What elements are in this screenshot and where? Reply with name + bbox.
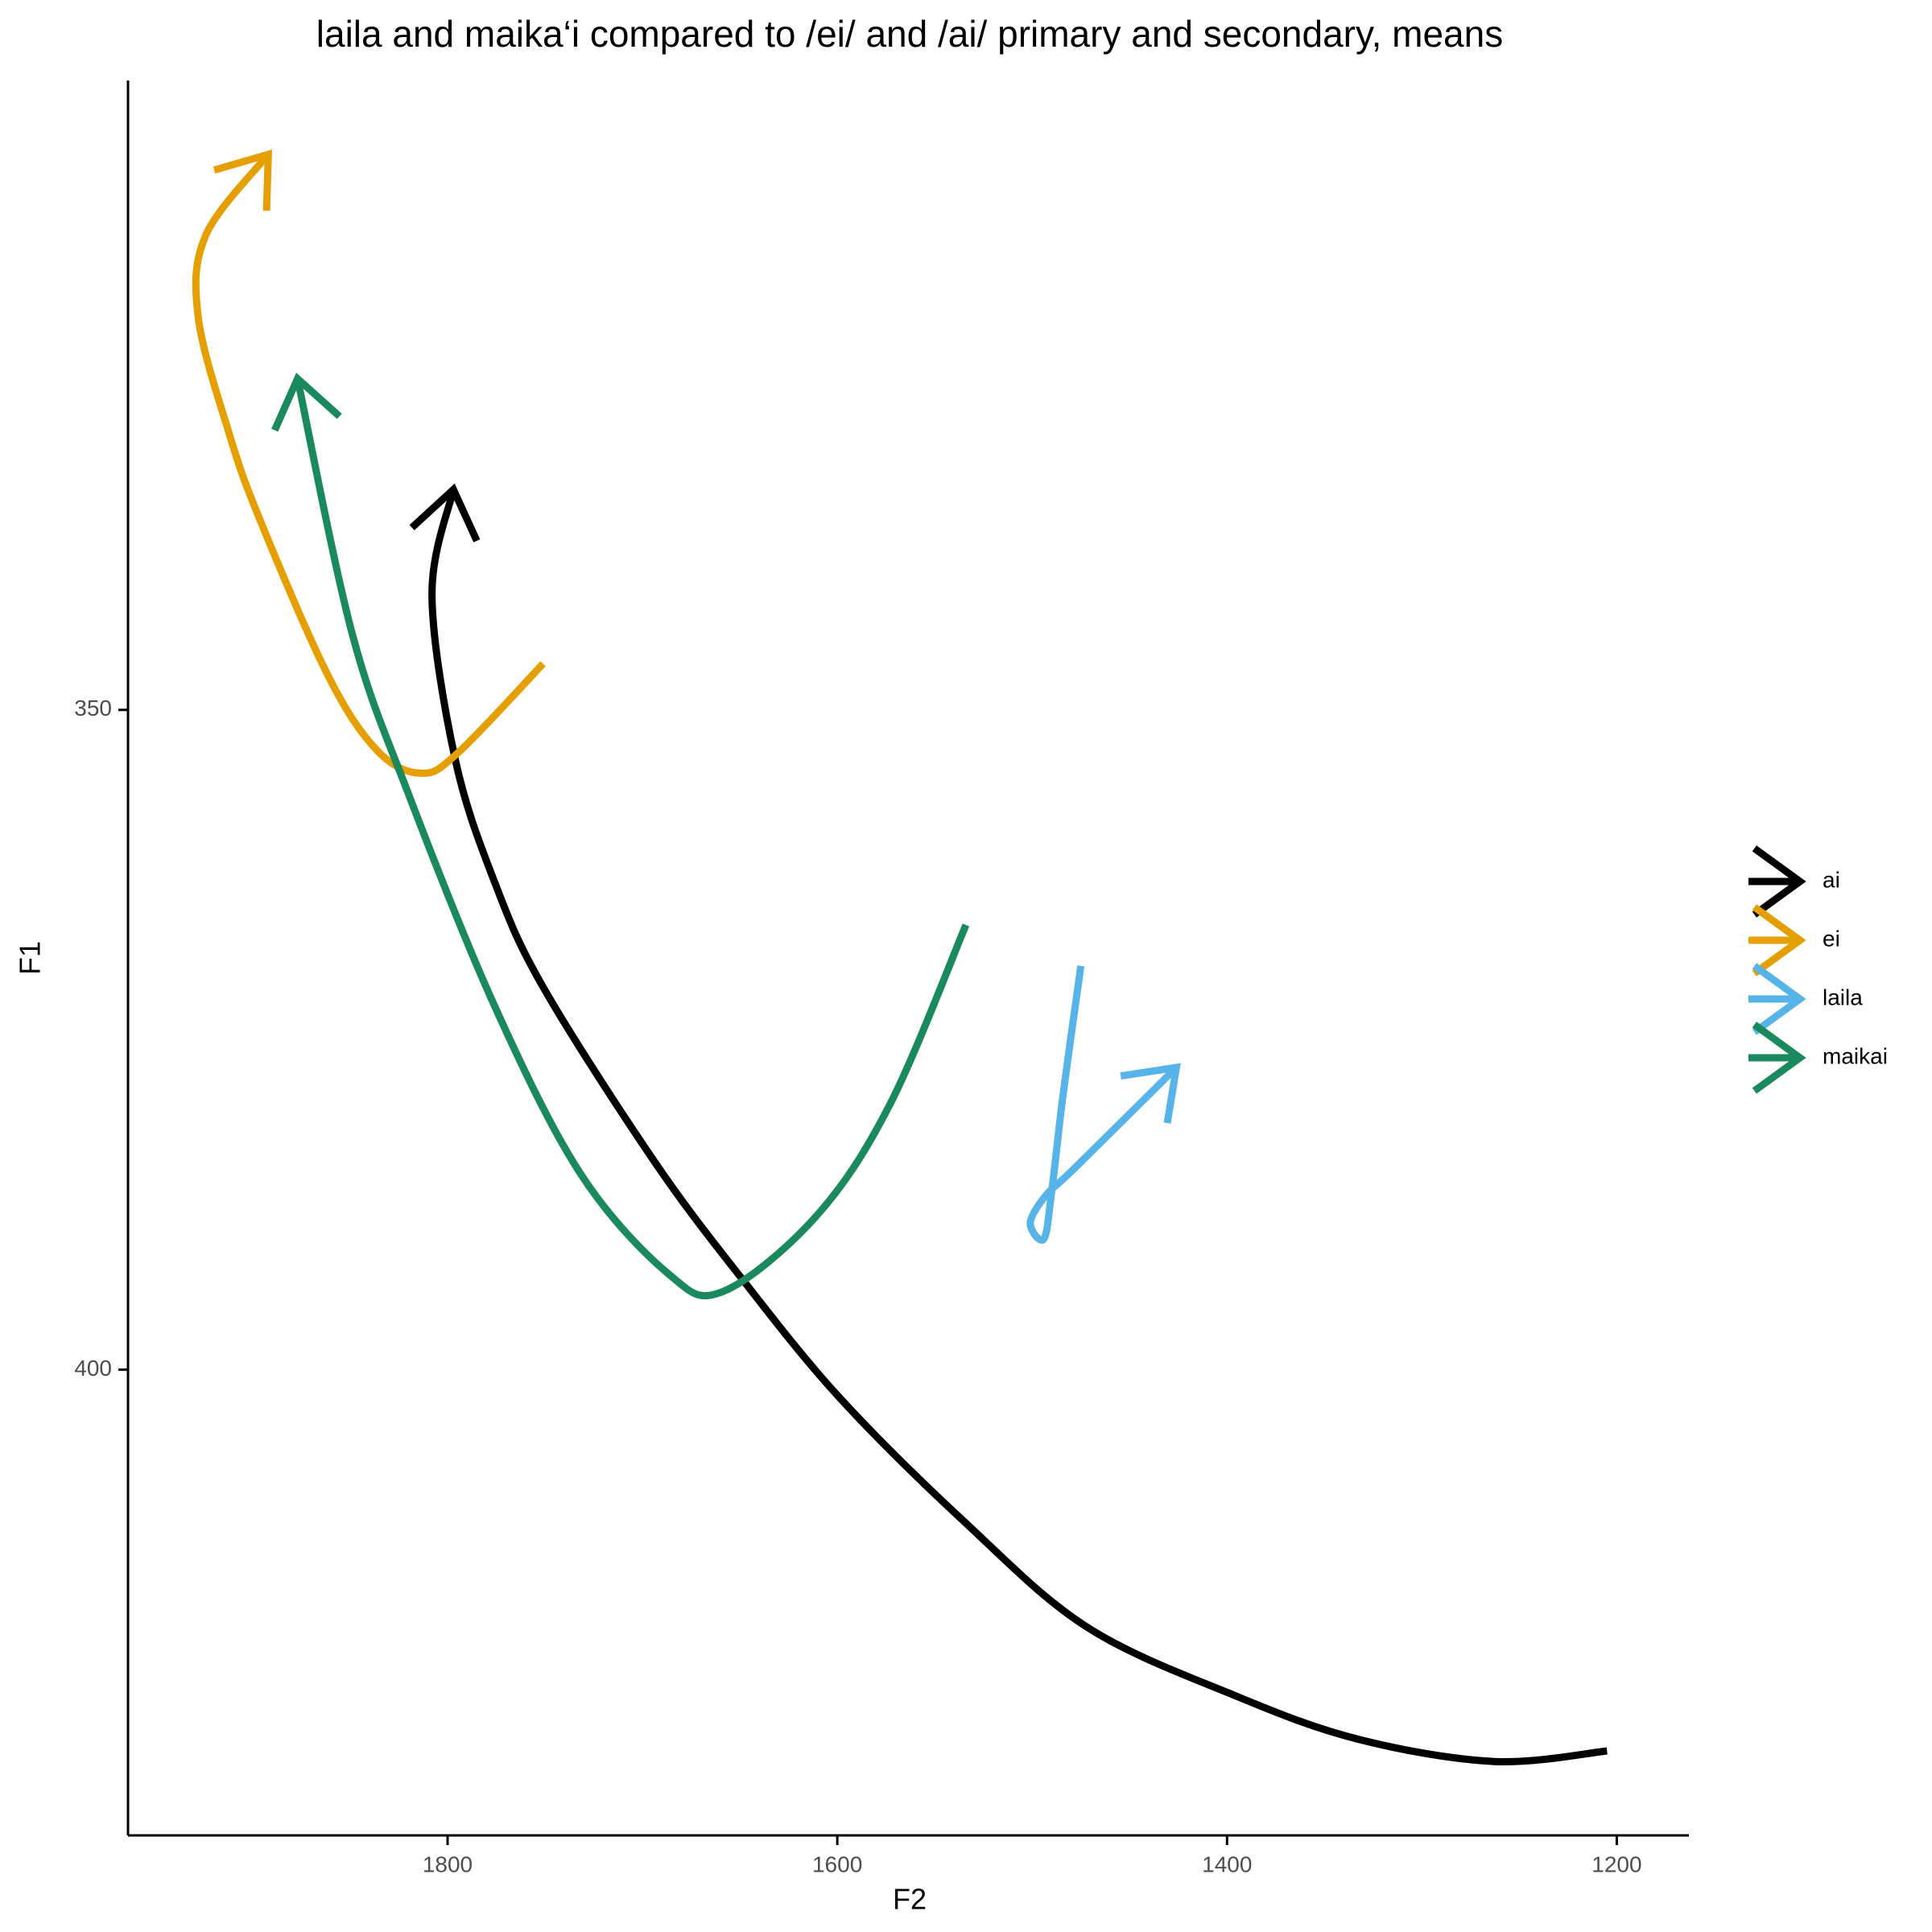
x-tick-label: 1800	[423, 1852, 473, 1876]
series-line	[428, 489, 1608, 1766]
x-tick-label: 1200	[1591, 1852, 1641, 1876]
arrow-head	[1120, 1063, 1181, 1124]
legend-key-head	[1752, 904, 1806, 976]
legend-label: laila	[1823, 985, 1863, 1009]
series-line	[1026, 965, 1179, 1245]
y-tick-label: 400	[74, 1356, 112, 1381]
legend-label: ei	[1823, 926, 1840, 951]
arrow-head	[409, 483, 481, 543]
series-line	[294, 378, 970, 1300]
legend-key-head	[1752, 963, 1806, 1035]
legend-label: ai	[1823, 867, 1840, 892]
legend-key-head	[1752, 845, 1806, 918]
legend-label: maikai	[1823, 1043, 1888, 1068]
series-line	[192, 151, 546, 778]
x-tick-label: 1400	[1202, 1852, 1252, 1876]
x-axis-label: F2	[893, 1883, 927, 1916]
legend-key-head	[1752, 1022, 1806, 1094]
chart-title: laila and maika‘i compared to /ei/ and /…	[316, 13, 1503, 55]
arrow-head	[271, 372, 342, 432]
x-tick-label: 1600	[812, 1852, 862, 1876]
y-tick-label: 350	[74, 696, 112, 720]
y-axis-label: F1	[14, 941, 47, 975]
arrow-head	[213, 149, 272, 211]
